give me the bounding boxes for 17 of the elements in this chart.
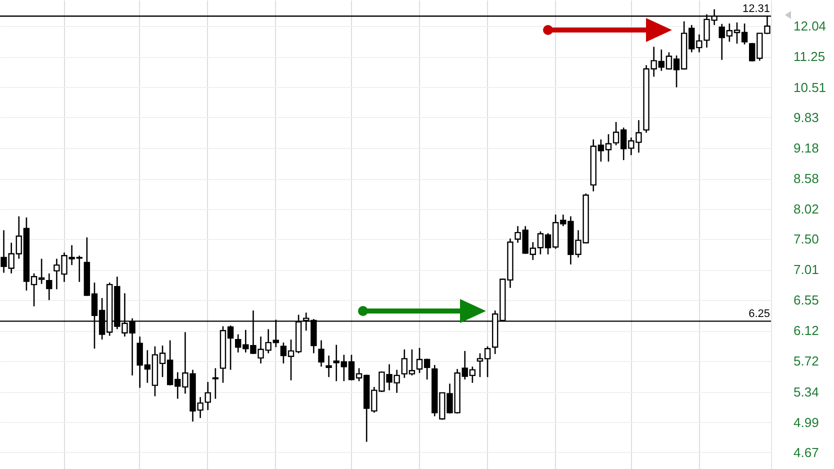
y-tick-label: 11.25 [794,49,826,64]
y-tick-label: 9.18 [794,140,819,156]
y-tick-label: 7.50 [794,232,819,247]
y-tick-label: 5.34 [794,384,819,400]
y-tick-label: 10.51 [794,80,826,95]
y-tick-label: 5.72 [794,354,819,369]
y-tick-label: 7.01 [794,262,819,278]
ref-line-label: 12.31 [742,3,770,16]
y-tick-label: 8.58 [794,171,819,186]
y-tick-label: 4.67 [794,444,819,460]
y-tick-label: 8.02 [794,201,819,216]
y-tick-label: 9.83 [794,110,819,125]
y-tick-label: 4.99 [794,414,819,430]
y-tick-label: 6.55 [794,292,819,308]
y-tick-label: 6.12 [794,323,819,338]
y-tick-label: 12.04 [794,18,826,34]
ref-line-label: 6.25 [748,308,770,320]
